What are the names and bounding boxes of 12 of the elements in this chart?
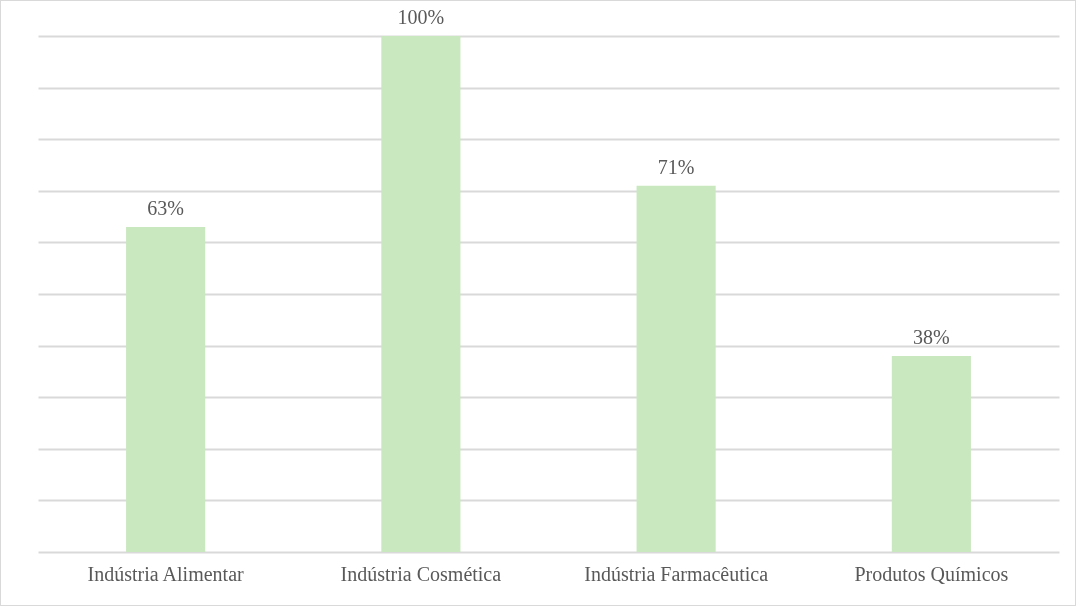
bar [891,355,971,552]
x-tick-label: Indústria Farmacêutica [584,562,769,585]
data-label: 100% [397,6,445,28]
bar [126,226,206,552]
x-tick-label: Produtos Químicos [854,562,1009,585]
data-label: 63% [147,196,184,219]
data-label: 38% [913,325,950,348]
bar [636,185,716,552]
x-tick-label: Indústria Cosmética [340,562,502,585]
data-label: 71% [657,155,695,178]
x-tick-label: Indústria Alimentar [87,562,244,585]
bar [381,36,461,552]
